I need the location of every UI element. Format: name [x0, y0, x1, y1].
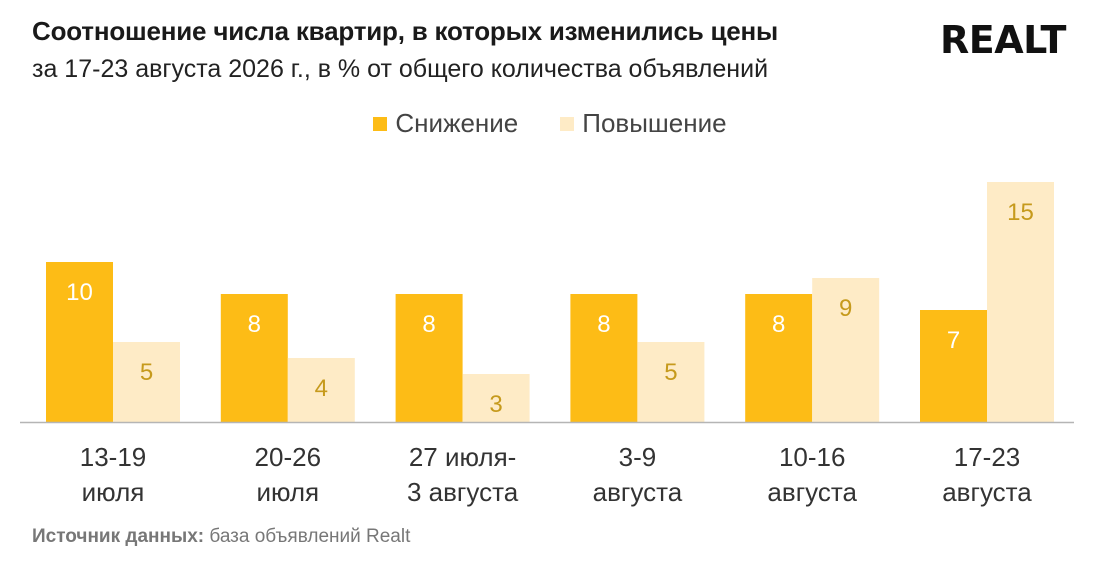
realt-logo: REALT	[940, 18, 1066, 62]
x-tick-label-0-1: июля	[82, 477, 145, 507]
data-label-decrease-2: 8	[422, 311, 435, 338]
data-label-decrease-0: 10	[66, 279, 93, 306]
data-label-decrease-5: 7	[947, 327, 960, 354]
x-tick-label-5-1: августа	[942, 477, 1032, 507]
data-label-decrease-3: 8	[597, 311, 610, 338]
data-source: Источник данных: база объявлений Realt	[32, 526, 410, 548]
legend-item-decrease: Снижение	[373, 108, 518, 139]
chart-legend: Снижение Повышение	[0, 108, 1100, 139]
x-tick-label-4-0: 10-16	[779, 442, 846, 472]
legend-label-increase: Повышение	[582, 108, 727, 138]
bar-increase-5	[987, 182, 1054, 422]
legend-label-decrease: Снижение	[395, 108, 519, 138]
data-label-decrease-4: 8	[772, 311, 785, 338]
legend-item-increase: Повышение	[560, 108, 727, 139]
x-tick-label-0-0: 13-19	[80, 442, 147, 472]
bar-decrease-1	[220, 294, 288, 422]
data-label-increase-0: 5	[140, 359, 153, 386]
bar-increase-2	[462, 374, 530, 422]
bar-decrease-4	[745, 294, 813, 422]
data-label-increase-4: 9	[839, 295, 852, 322]
legend-swatch-decrease	[373, 116, 388, 131]
source-label: Источник данных:	[32, 526, 205, 547]
legend-swatch-increase	[560, 116, 575, 131]
data-label-decrease-1: 8	[248, 311, 261, 338]
bar-increase-3	[637, 342, 705, 422]
data-label-increase-5: 15	[1007, 199, 1034, 226]
x-tick-label-3-1: августа	[593, 477, 683, 507]
data-label-increase-3: 5	[664, 359, 677, 386]
x-tick-label-5-0: 17-23	[954, 442, 1021, 472]
x-tick-label-1-0: 20-26	[255, 442, 322, 472]
x-tick-label-2-1: 3 августа	[407, 477, 519, 507]
bar-increase-1	[287, 358, 355, 422]
chart-title: Соотношение числа квартир, в которых изм…	[32, 16, 779, 46]
bar-increase-4	[812, 278, 880, 422]
bar-decrease-3	[570, 294, 638, 422]
bar-decrease-0	[46, 262, 113, 422]
x-tick-label-1-1: июля	[256, 477, 319, 507]
bar-decrease-2	[395, 294, 463, 422]
chart-subtitle: за 17-23 августа 2026 г., в % от общего …	[32, 55, 769, 83]
bar-increase-0	[113, 342, 180, 422]
x-tick-label-2-0: 27 июля-	[409, 442, 517, 472]
source-text: база объявлений Realt	[209, 526, 411, 547]
x-tick-label-3-0: 3-9	[619, 442, 657, 472]
data-label-increase-1: 4	[315, 375, 328, 402]
bar-chart: 10 5 13-19 июля 8 4 20-26 июля 8 3 27 июля- 3 авгус…	[20, 182, 1074, 507]
x-tick-label-4-1: августа	[767, 477, 857, 507]
bar-decrease-5	[920, 310, 987, 422]
data-label-increase-2: 3	[489, 391, 502, 418]
